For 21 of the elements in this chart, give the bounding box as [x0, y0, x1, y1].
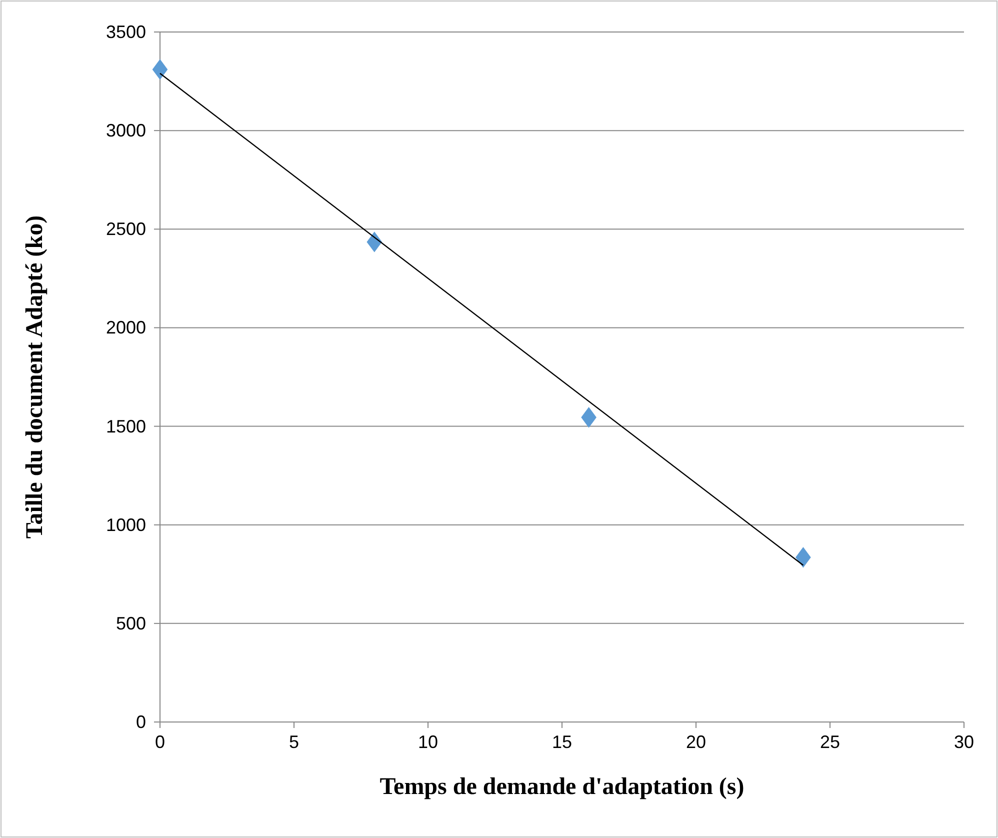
x-tick-label: 30	[954, 732, 974, 752]
x-tick-label: 0	[154, 732, 166, 752]
y-tick-label: 500	[116, 613, 146, 634]
x-axis-title: Temps de demande d'adaptation (s)	[380, 774, 744, 800]
y-tick-label: 3000	[106, 120, 146, 141]
y-tick-label: 1000	[106, 514, 146, 535]
y-tick-label: 2000	[106, 318, 146, 338]
y-axis-title: Taille du document Adapté (ko)	[22, 215, 48, 539]
point	[581, 407, 596, 428]
y-tick-label: 1500	[106, 416, 146, 436]
point	[796, 547, 811, 568]
x-tick-label: 10	[418, 732, 438, 752]
x-tick-label: 20	[686, 732, 706, 752]
y-tick-label: 2500	[106, 219, 146, 240]
point	[152, 59, 168, 80]
y-tick-label: 3500	[106, 22, 146, 42]
x-tick-label: 25	[820, 732, 840, 752]
x-tick-label: 5	[288, 732, 300, 752]
point	[366, 232, 382, 252]
x-tick-label: 15	[552, 732, 572, 752]
y-tick-label: 0	[136, 712, 146, 732]
